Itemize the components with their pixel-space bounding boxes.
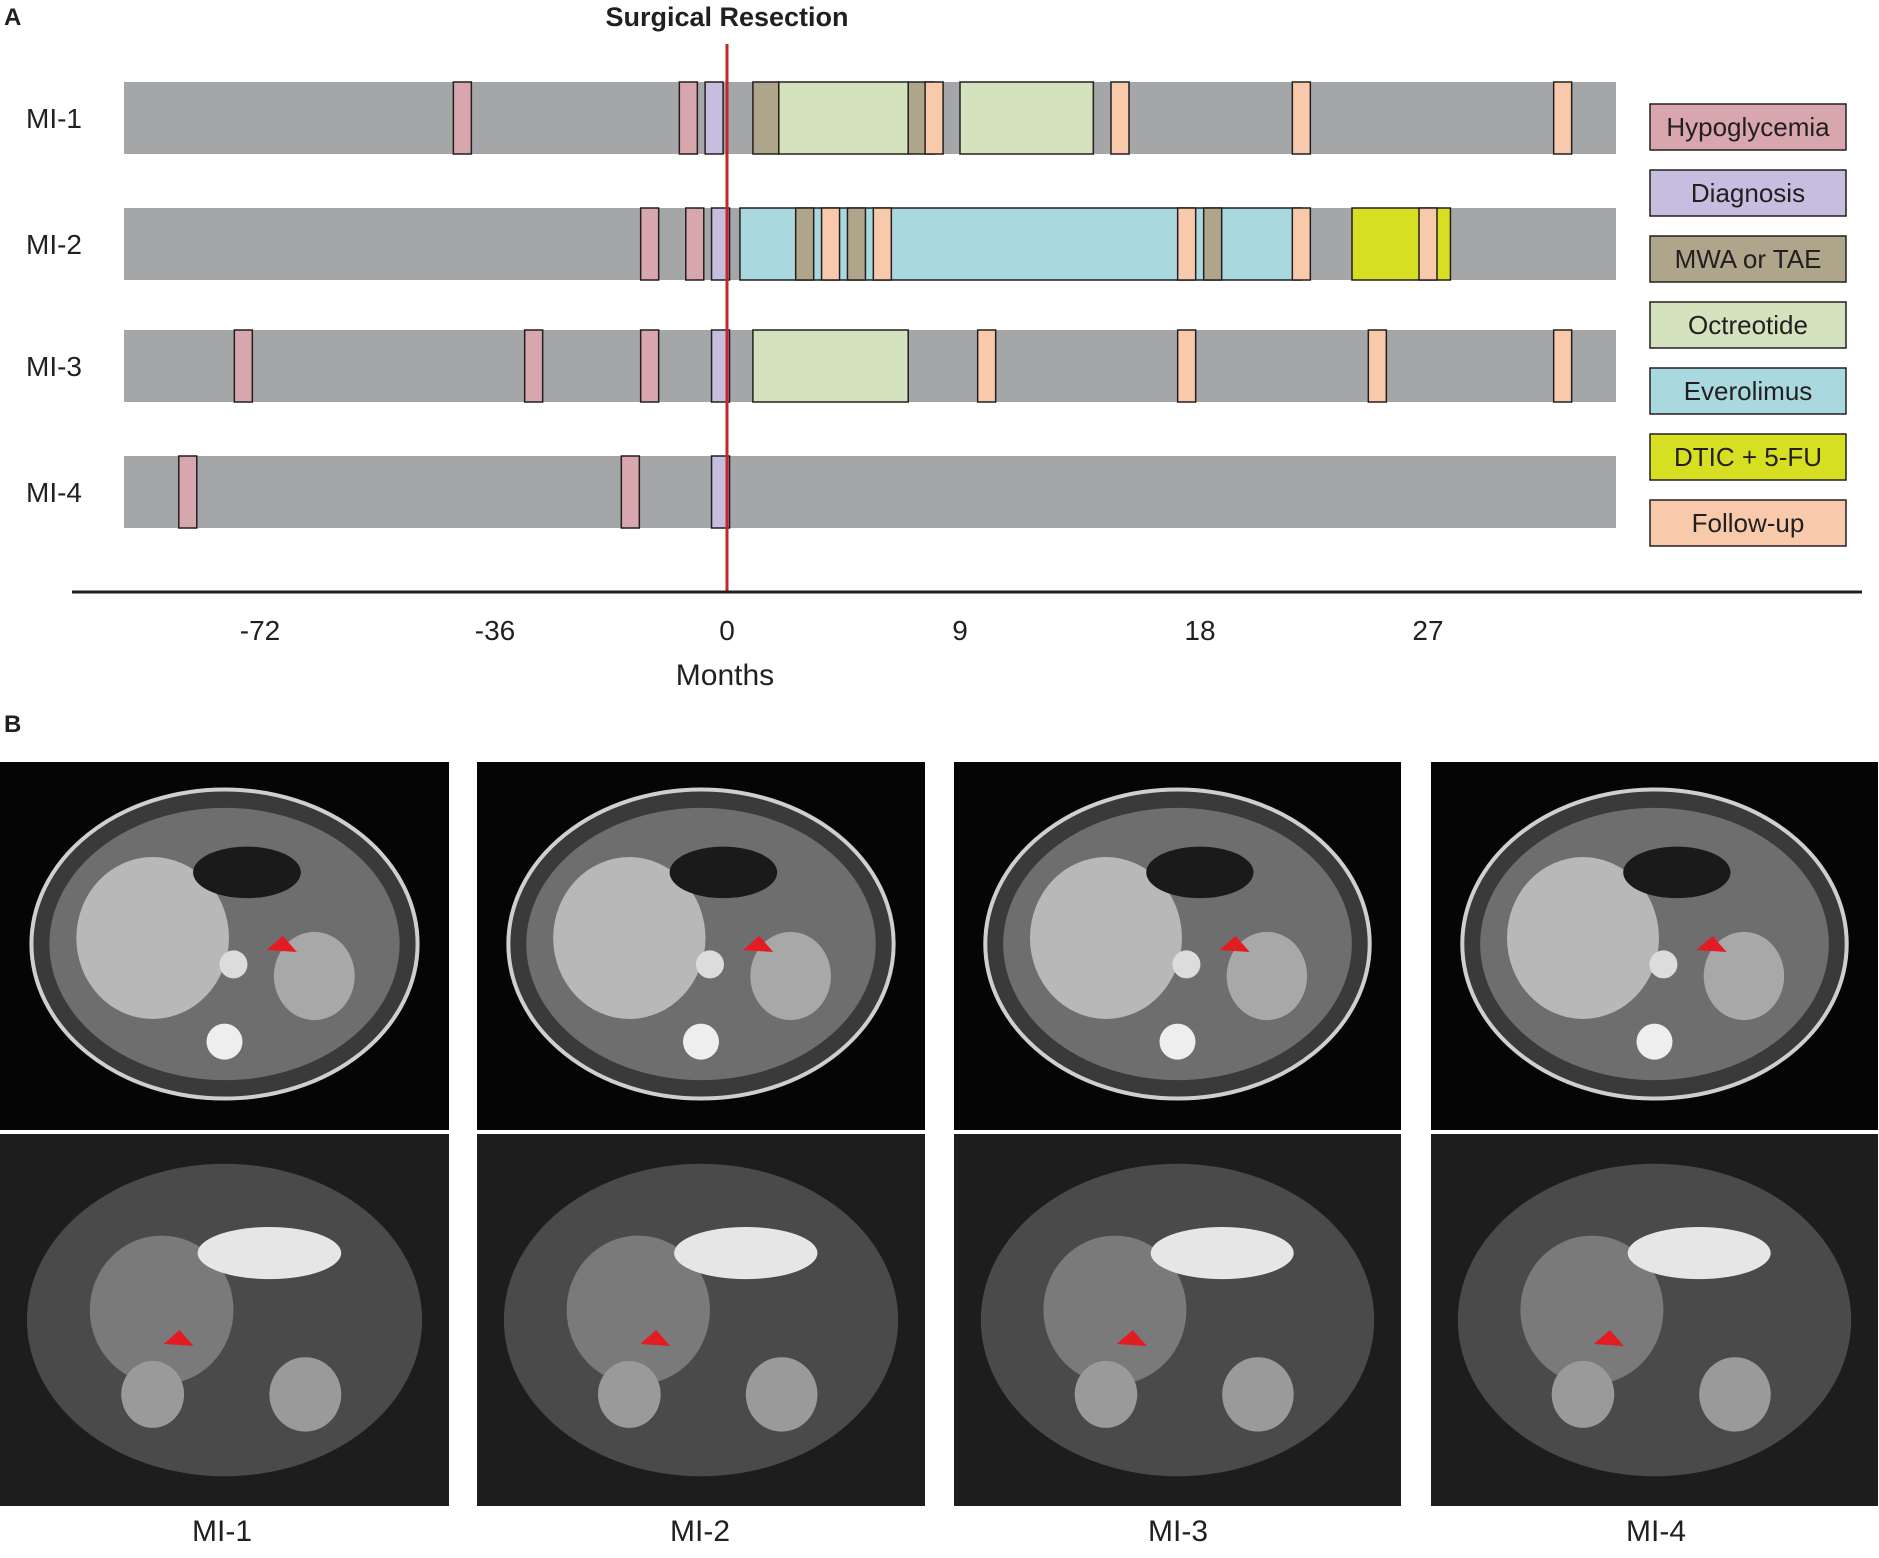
legend-swatch bbox=[1649, 433, 1847, 481]
x-tick-label: 9 bbox=[952, 615, 968, 646]
event-follow-up-mi-1 bbox=[1291, 81, 1312, 155]
event-follow-up-mi-3 bbox=[1367, 329, 1388, 403]
timeline-title: Surgical Resection bbox=[605, 2, 848, 32]
ct-scan-mi-4 bbox=[1431, 762, 1878, 1130]
event-follow-up-mi-2 bbox=[1418, 207, 1438, 281]
mri-scan-row bbox=[0, 1134, 1879, 1506]
ct-scan-row bbox=[0, 762, 1879, 1130]
event-follow-up-mi-2 bbox=[872, 207, 893, 281]
event-hypoglycemia-mi-1 bbox=[452, 81, 473, 155]
row-label-mi-3: MI-3 bbox=[26, 351, 82, 382]
event-follow-up-mi-3 bbox=[1552, 329, 1573, 403]
scan-label-mi-4: MI-4 bbox=[1626, 1515, 1686, 1548]
legend-swatch bbox=[1649, 499, 1847, 547]
mri-scan-mi-3 bbox=[954, 1134, 1401, 1506]
legend-swatch bbox=[1649, 103, 1847, 151]
event-hypoglycemia-mi-1 bbox=[678, 81, 699, 155]
legend-label: Hypoglycemia bbox=[1666, 112, 1830, 142]
legend-label: Octreotide bbox=[1688, 310, 1808, 340]
legend-swatch bbox=[1649, 235, 1847, 283]
event-hypoglycemia-mi-4 bbox=[620, 455, 641, 529]
event-mwa-or-tae-mi-2 bbox=[794, 207, 815, 281]
row-label-mi-2: MI-2 bbox=[26, 229, 82, 260]
event-follow-up-mi-1 bbox=[1110, 81, 1130, 155]
legend-swatch bbox=[1649, 367, 1847, 415]
event-diagnosis-mi-4 bbox=[710, 455, 731, 529]
scan-label-mi-1: MI-1 bbox=[192, 1515, 252, 1548]
ct-scan-mi-1 bbox=[0, 762, 449, 1130]
legend-label: MWA or TAE bbox=[1675, 244, 1822, 274]
ct-scan-mi-2 bbox=[477, 762, 925, 1130]
event-hypoglycemia-mi-2 bbox=[639, 207, 660, 281]
legend-label: DTIC + 5-FU bbox=[1674, 442, 1822, 472]
panel-a-label: A bbox=[4, 4, 22, 31]
x-tick-label: 27 bbox=[1412, 615, 1443, 646]
legend-label: Follow-up bbox=[1692, 508, 1805, 538]
legend-label: Diagnosis bbox=[1691, 178, 1805, 208]
scan-label-mi-2: MI-2 bbox=[670, 1515, 730, 1548]
panel-b-label: B bbox=[4, 711, 22, 738]
legend-label: Everolimus bbox=[1684, 376, 1813, 406]
event-mwa-or-tae-mi-1 bbox=[752, 81, 780, 155]
event-hypoglycemia-mi-3 bbox=[523, 329, 544, 403]
event-octreotide-mi-1 bbox=[959, 81, 1095, 155]
event-diagnosis-mi-2 bbox=[710, 207, 731, 281]
event-hypoglycemia-mi-2 bbox=[685, 207, 705, 281]
event-follow-up-mi-2 bbox=[820, 207, 841, 281]
event-hypoglycemia-mi-3 bbox=[639, 329, 660, 403]
event-hypoglycemia-mi-3 bbox=[233, 329, 254, 403]
x-tick-label: -72 bbox=[240, 615, 280, 646]
ct-scan-mi-3 bbox=[954, 762, 1401, 1130]
event-octreotide-mi-3 bbox=[752, 329, 909, 403]
x-axis-label: Months bbox=[676, 659, 774, 692]
event-diagnosis-mi-3 bbox=[710, 329, 731, 403]
event-octreotide-mi-1 bbox=[778, 81, 909, 155]
event-mwa-or-tae-mi-2 bbox=[846, 207, 867, 281]
legend-swatch bbox=[1649, 301, 1847, 349]
event-follow-up-mi-2 bbox=[1176, 207, 1197, 281]
row-label-mi-4: MI-4 bbox=[26, 477, 82, 508]
x-tick-label: 18 bbox=[1184, 615, 1215, 646]
x-tick-label: -36 bbox=[475, 615, 515, 646]
event-hypoglycemia-mi-4 bbox=[178, 455, 198, 529]
event-follow-up-mi-3 bbox=[1176, 329, 1197, 403]
row-label-mi-1: MI-1 bbox=[26, 103, 82, 134]
event-diagnosis-mi-1 bbox=[704, 81, 724, 155]
event-mwa-or-tae-mi-2 bbox=[1202, 207, 1223, 281]
event-follow-up-mi-2 bbox=[1291, 207, 1312, 281]
timeline-bar-mi-4 bbox=[124, 456, 1616, 528]
mri-scan-mi-1 bbox=[0, 1134, 449, 1506]
mri-scan-mi-4 bbox=[1431, 1134, 1878, 1506]
x-tick-label: 0 bbox=[719, 615, 735, 646]
mri-scan-mi-2 bbox=[477, 1134, 925, 1506]
event-follow-up-mi-3 bbox=[976, 329, 997, 403]
treatment-timeline-chart: Surgical Resection MI-1 MI-2 MI-3 MI-4 -72 -… bbox=[26, 2, 1862, 692]
scan-label-mi-3: MI-3 bbox=[1148, 1515, 1208, 1548]
legend-swatch bbox=[1649, 169, 1847, 217]
event-follow-up-mi-1 bbox=[1552, 81, 1573, 155]
event-follow-up-mi-1 bbox=[924, 81, 944, 155]
